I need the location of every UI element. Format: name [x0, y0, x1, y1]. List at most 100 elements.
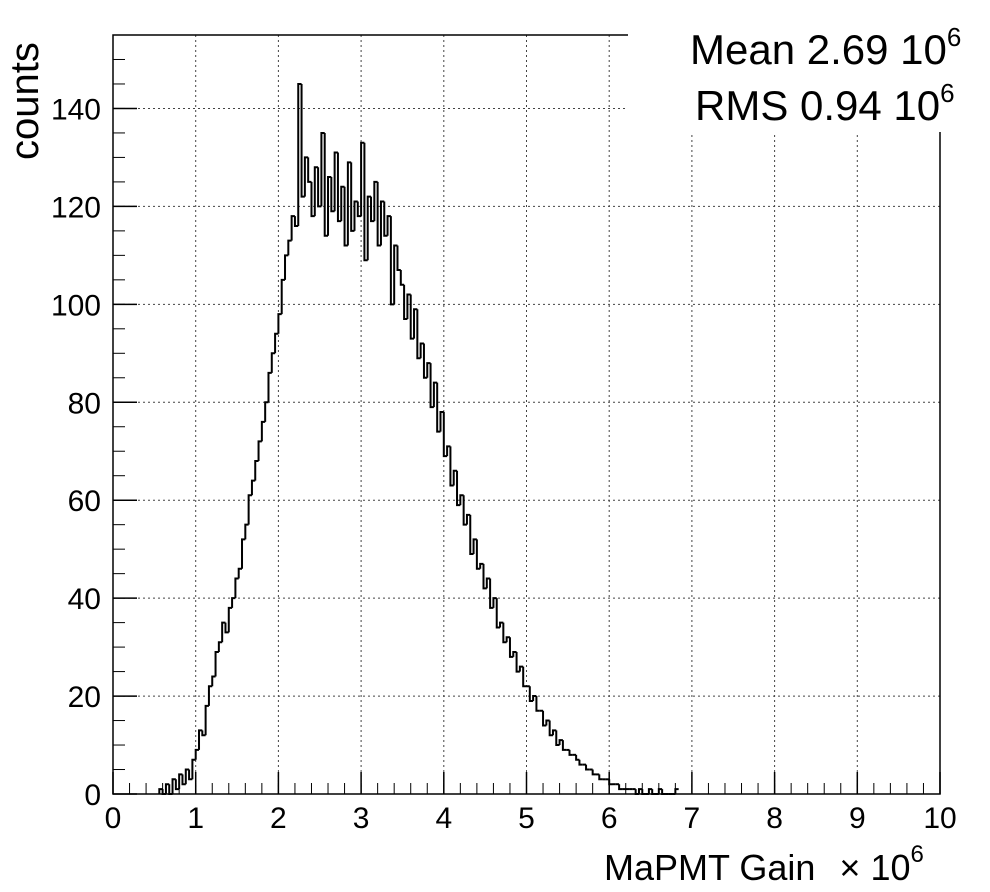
histogram-bin: [227, 606, 233, 633]
histogram-bin: [350, 162, 355, 232]
grid-lines: [113, 35, 940, 794]
histogram-bin: [436, 382, 441, 433]
histogram-bin: [512, 650, 517, 657]
histogram-bin: [373, 180, 378, 222]
histogram-bin: [383, 201, 388, 237]
histogram-bin: [456, 470, 461, 507]
histogram-bin: [446, 445, 451, 457]
histogram-bin: [651, 789, 656, 795]
histogram-bin: [568, 749, 573, 756]
x-tick-label: 8: [766, 802, 783, 835]
histogram-bin: [237, 567, 243, 579]
histogram-bin: [399, 270, 405, 286]
histogram-bin: [214, 650, 219, 677]
histogram-bin: [492, 597, 497, 608]
histogram-bin: [168, 784, 173, 795]
histogram-bin: [207, 685, 213, 706]
histogram-bin: [174, 779, 180, 791]
histogram-bin: [231, 597, 236, 608]
histogram-bin: [356, 201, 362, 218]
histogram-bin: [340, 185, 345, 222]
histogram-bin: [158, 788, 163, 794]
histogram-bin: [366, 195, 372, 261]
histogram-bin: [327, 176, 332, 236]
histogram-bin: [561, 740, 567, 751]
histogram-bin: [575, 754, 580, 761]
x-tick-label: 0: [105, 802, 122, 835]
x-axis-title: MaPMT Gain × 106: [604, 841, 924, 888]
stats-rms-exp: 6: [940, 78, 954, 108]
histogram-bin: [661, 789, 666, 795]
x-axis-ticks: 0 1 2 3 4 5 6 7 8 9 10: [105, 772, 957, 835]
histogram-bin: [413, 308, 418, 339]
histogram-bin: [287, 239, 292, 256]
stats-box: [628, 0, 990, 132]
x-tick-label: 9: [849, 802, 866, 835]
histogram-bin: [409, 294, 415, 340]
histogram-bin: [472, 538, 477, 555]
histogram-bin: [376, 181, 381, 247]
stats-mean-label: Mean 2.69 10: [690, 26, 947, 73]
histogram-bin: [313, 166, 319, 217]
histogram-bin: [548, 720, 553, 737]
x-axis-multiplier: × 10: [839, 847, 910, 888]
histogram-bin: [618, 784, 623, 791]
histogram-bin: [204, 704, 209, 736]
histogram-bin: [323, 132, 329, 237]
histogram-bin: [217, 641, 223, 652]
y-tick-label: 140: [51, 93, 101, 126]
histogram-bin: [198, 729, 203, 750]
histogram-bin: [164, 783, 170, 794]
histogram-bin: [634, 789, 639, 795]
histogram-bin: [558, 739, 563, 746]
histogram-bin: [221, 621, 226, 643]
histogram-bin: [353, 200, 358, 231]
stats-mean-exp: 6: [947, 22, 961, 52]
histogram-bin: [555, 730, 560, 747]
histogram-bin: [280, 278, 286, 315]
histogram-bin: [250, 479, 256, 496]
y-tick-label: 120: [51, 191, 101, 224]
histogram-bin: [267, 371, 272, 403]
histogram-bin: [300, 83, 305, 198]
histogram-bin: [234, 577, 239, 599]
y-tick-label: 20: [68, 681, 101, 714]
histogram-bin: [264, 401, 269, 422]
histogram-bin: [360, 141, 365, 217]
histogram-bin: [201, 730, 206, 737]
histogram-bin: [244, 523, 249, 540]
histogram-bin: [449, 446, 454, 487]
x-tick-label: 2: [270, 802, 287, 835]
histogram-bin: [194, 748, 200, 760]
histogram-bin: [522, 666, 527, 688]
histogram-bin: [465, 513, 471, 525]
histogram-bin: [551, 729, 557, 736]
histogram-bin: [545, 719, 550, 726]
x-tick-label: 10: [923, 802, 956, 835]
histogram-bin: [515, 651, 520, 673]
histogram-bin: [297, 82, 302, 226]
histogram-bin: [260, 420, 266, 442]
stats-rms-label: RMS 0.94 10: [695, 82, 940, 129]
histogram-bin: [528, 686, 534, 702]
histogram-bin: [333, 151, 338, 212]
histogram-bin: [293, 216, 299, 227]
histogram-bin: [307, 157, 312, 183]
histogram-bin: [502, 622, 507, 644]
histogram-bin: [535, 696, 540, 712]
histogram-bin: [320, 131, 325, 207]
histogram-bin: [439, 411, 444, 432]
histogram-bin: [505, 636, 510, 643]
histogram-bin: [336, 152, 342, 223]
histogram-bin: [224, 622, 229, 634]
histogram-bin: [241, 538, 246, 569]
histogram-bin: [419, 342, 424, 359]
histogram-bin: [578, 759, 583, 766]
x-axis-multiplier-exp: 6: [911, 841, 924, 868]
x-axis-title-text: MaPMT Gain: [604, 847, 815, 888]
y-tick-label: 100: [51, 289, 101, 322]
y-tick-label: 80: [68, 387, 101, 420]
x-tick-label: 1: [187, 802, 204, 835]
x-tick-label: 6: [601, 802, 618, 835]
